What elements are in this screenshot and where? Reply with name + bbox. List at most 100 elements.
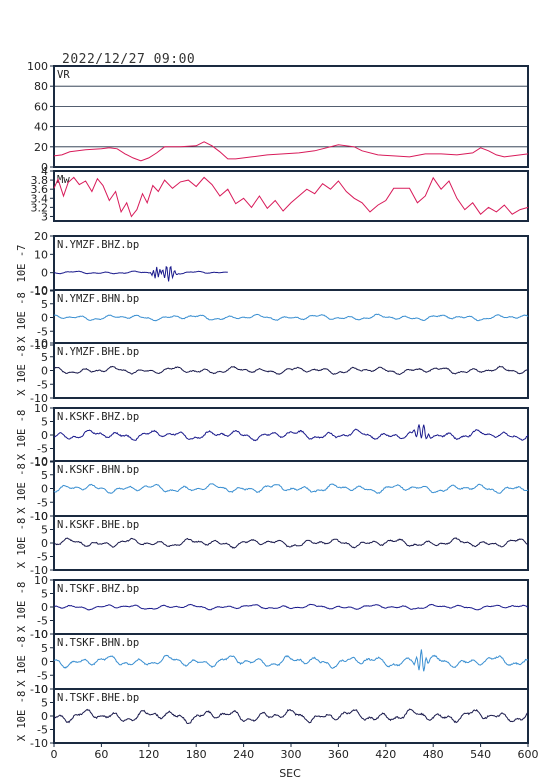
y-axis-label: X 10E -8 — [16, 463, 28, 514]
y-tick-label: 5 — [41, 298, 48, 311]
panel-series-line — [53, 141, 529, 162]
panel-series-line — [54, 365, 529, 376]
y-tick-label: 60 — [34, 100, 48, 113]
panel-title: N.TSKF.BHE.bp — [57, 692, 139, 704]
y-tick-label: 5 — [41, 416, 48, 429]
panel-title: N.KSKF.BHN.bp — [57, 464, 139, 476]
y-tick-label: 20 — [34, 141, 48, 154]
y-tick-label: -10 — [30, 510, 48, 523]
y-axis-label: X 10E -8 — [16, 292, 28, 343]
x-axis: 0 60 120 180 240 300 360 420 480 540 600 — [51, 743, 539, 761]
x-tick-label: 480 — [423, 748, 444, 761]
panel-title: N.TSKF.BHZ.bp — [57, 583, 139, 595]
panel-title: N.KSKF.BHE.bp — [57, 519, 139, 531]
y-tick-label: -10 — [30, 456, 48, 469]
y-tick-label: 5 — [41, 524, 48, 537]
x-tick-label: 0 — [51, 748, 58, 761]
y-tick-label: 10 — [34, 683, 48, 696]
panel-series-line — [53, 649, 529, 672]
panel-title: N.TSKF.BHN.bp — [57, 637, 139, 649]
panel-title: Mw — [57, 174, 70, 186]
y-tick-label: 0 — [41, 601, 48, 614]
y-tick-label: 20 — [34, 230, 48, 243]
chart-datetime: 2022/12/27 09:00 — [62, 52, 195, 67]
panel-frame — [53, 342, 529, 399]
y-axis-label: X 10E -8 — [16, 636, 28, 687]
y-tick-label: -10 — [30, 737, 48, 750]
y-tick-label: -5 — [37, 496, 48, 509]
y-tick-label: 0 — [41, 710, 48, 723]
y-axis-label: X 10E -8 — [16, 582, 28, 633]
x-tick-label: 300 — [281, 748, 302, 761]
panel-1: 33.23.43.63.84 Mw — [31, 165, 529, 223]
panel-series-line — [53, 313, 529, 322]
y-tick-label: -5 — [37, 378, 48, 391]
y-tick-label: 0 — [41, 267, 48, 280]
y-axis-label: X 10E -8 — [16, 518, 28, 569]
panel-title: N.YMZF.BHN.bp — [57, 293, 139, 305]
y-tick-label: -5 — [37, 325, 48, 338]
panel-series-line — [53, 708, 528, 724]
y-tick-label: 10 — [34, 574, 48, 587]
y-axis-label: X 10E -8 — [16, 691, 28, 742]
y-tick-label: -10 — [30, 683, 48, 696]
panel-title: VR — [57, 69, 70, 81]
y-tick-label: -10 — [30, 285, 48, 298]
y-tick-label: 10 — [34, 510, 48, 523]
y-axis-label: 10E -7 — [16, 245, 28, 283]
y-tick-label: -10 — [30, 628, 48, 641]
x-tick-label: 60 — [94, 748, 108, 761]
y-tick-label: 100 — [27, 60, 48, 73]
y-tick-label: -5 — [37, 615, 48, 628]
panel-2: -10 0 10 20 N.YMZF.BHZ.bp 10E -7 — [16, 230, 529, 298]
x-tick-label: 360 — [328, 748, 349, 761]
y-tick-label: -10 — [30, 564, 48, 577]
x-tick-label: 120 — [138, 748, 159, 761]
panel-0: 0 20 40 60 80 100 VR — [27, 60, 529, 174]
panel-frame — [53, 65, 529, 168]
panel-title: N.YMZF.BHZ.bp — [57, 239, 139, 251]
y-tick-label: 5 — [41, 642, 48, 655]
y-tick-label: 5 — [41, 697, 48, 710]
y-tick-label: 0 — [41, 161, 48, 174]
panel-series-line — [54, 603, 529, 611]
y-tick-label: -5 — [37, 724, 48, 737]
y-tick-label: 10 — [34, 337, 48, 350]
y-tick-label: 80 — [34, 80, 48, 93]
y-tick-label: 3.2 — [31, 201, 49, 214]
panel-series-line — [53, 176, 529, 218]
y-tick-label: 3.8 — [31, 174, 49, 187]
y-tick-label: 0 — [41, 656, 48, 669]
y-tick-label: -5 — [37, 669, 48, 682]
panel-series-line — [53, 483, 529, 494]
x-tick-label: 420 — [375, 748, 396, 761]
x-axis-label: SEC — [279, 767, 301, 780]
panel-frame — [53, 235, 529, 292]
y-tick-label: 4 — [41, 165, 48, 178]
y-tick-label: -10 — [30, 392, 48, 405]
y-tick-label: 10 — [34, 402, 48, 415]
y-tick-label: 0 — [41, 365, 48, 378]
y-tick-label: 0 — [41, 312, 48, 325]
y-tick-label: 5 — [41, 469, 48, 482]
x-tick-label: 540 — [470, 748, 491, 761]
y-tick-label: -5 — [37, 551, 48, 564]
panel-3: -10 -505 10 N.YMZF.BHN.bp X 10E -8 — [16, 284, 529, 352]
y-axis-label: X 10E -8 — [16, 410, 28, 461]
panel-series-line — [53, 537, 529, 549]
y-tick-label: 10 — [34, 248, 48, 261]
panel-stack: 020406080100VR33.23.43.63.84Mw-1001020N.… — [16, 60, 529, 750]
y-tick-label: 0 — [41, 537, 48, 550]
y-tick-label: 10 — [34, 628, 48, 641]
x-tick-label: 180 — [186, 748, 207, 761]
panel-title: N.YMZF.BHE.bp — [57, 346, 139, 358]
panel-series-line — [53, 424, 529, 442]
y-tick-label: 3.4 — [31, 192, 49, 205]
